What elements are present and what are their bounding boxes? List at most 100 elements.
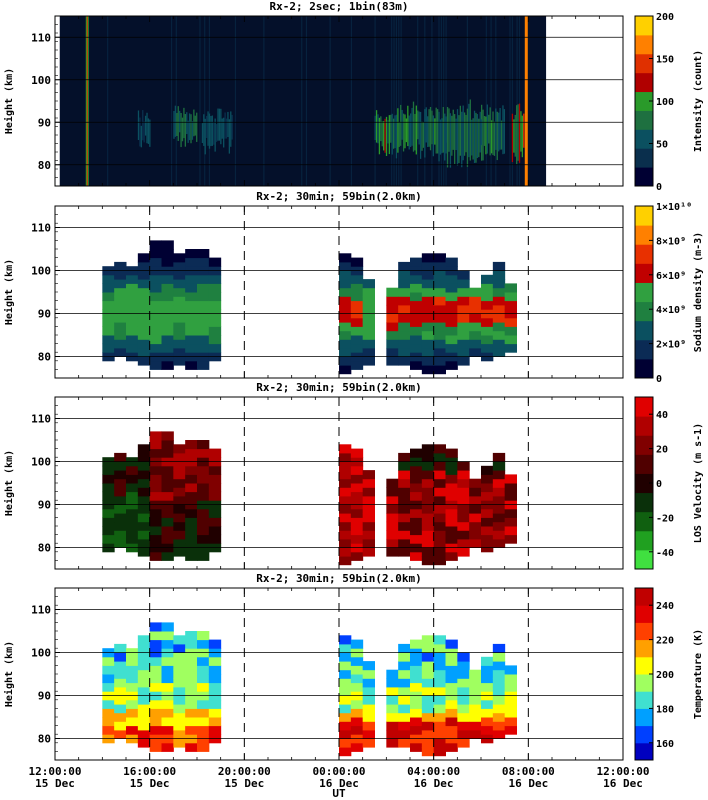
intensity-column [418, 111, 420, 145]
colorbar-swatch [635, 72, 653, 93]
heatmap-cell [102, 708, 115, 718]
heatmap-cell [149, 526, 162, 536]
colorbar-swatch [635, 511, 653, 532]
heatmap-cell [362, 686, 375, 696]
heatmap-cell [126, 665, 139, 675]
intensity-column [483, 116, 486, 146]
ytick-label: 80 [38, 351, 51, 364]
heatmap-cell [504, 343, 517, 353]
colorbar-swatch [635, 339, 653, 360]
heatmap-cell [398, 296, 411, 306]
heatmap-cell [457, 279, 470, 289]
heatmap-cell [481, 674, 494, 684]
colorbar-swatch [635, 282, 653, 303]
intensity-column [428, 109, 430, 147]
colorbar-tick-label: 8×10⁹ [656, 236, 686, 247]
heatmap-cell [492, 643, 506, 653]
heatmap-cell [185, 631, 198, 641]
heatmap-cell [185, 465, 198, 475]
heatmap-cell [410, 491, 423, 501]
heatmap-cell [445, 300, 458, 310]
heatmap-cell [197, 283, 210, 293]
heatmap-cell [398, 470, 411, 480]
heatmap-cell [481, 317, 494, 327]
heatmap-cell [410, 639, 423, 649]
heatmap-cell [398, 261, 411, 271]
heatmap-cell [386, 339, 399, 349]
heatmap-cell [185, 708, 198, 718]
heatmap-cell [504, 326, 517, 336]
heatmap-cell [469, 487, 482, 497]
heatmap-cell [173, 678, 186, 688]
heatmap-cell [445, 448, 458, 458]
heatmap-cell [149, 440, 162, 450]
intensity-column [429, 106, 432, 151]
heatmap-cell [445, 283, 458, 293]
heatmap-cell [469, 521, 482, 531]
heatmap-cell [492, 521, 506, 531]
intensity-column [221, 118, 223, 139]
ytick-label: 110 [31, 604, 51, 617]
heatmap-cell [114, 287, 127, 297]
heatmap-cell [410, 665, 423, 675]
colorbar-tick-label: 40 [656, 410, 668, 421]
heatmap-cell [386, 712, 399, 722]
intensity-column [434, 118, 436, 145]
colorbar-swatch [635, 244, 653, 264]
colorbar-swatch [635, 549, 653, 570]
heatmap-cell [445, 465, 458, 475]
heatmap-cell [350, 274, 364, 284]
colorbar-swatch [635, 742, 653, 761]
intensity-column [395, 114, 398, 159]
colorbar-swatch [635, 605, 653, 623]
heatmap-cell [173, 721, 186, 731]
heatmap-cell [185, 326, 198, 336]
intensity-streak [374, 16, 376, 186]
heatmap-cell [173, 643, 186, 653]
heatmap-cell [421, 296, 435, 306]
intensity-column [441, 118, 443, 154]
heatmap-cell [102, 508, 115, 518]
heatmap-cell [137, 738, 151, 748]
heatmap-cell [137, 678, 151, 688]
heatmap-cell [137, 287, 151, 297]
heatmap-cell [362, 330, 375, 340]
heatmap-cell [504, 474, 517, 484]
heatmap-cell [339, 339, 352, 349]
heatmap-cell [457, 296, 470, 306]
heatmap-cell [197, 526, 210, 536]
heatmap-cell [421, 261, 435, 271]
heatmap-cell [114, 643, 127, 653]
heatmap-cell [362, 678, 375, 688]
heatmap-cell [161, 622, 174, 632]
heatmap-cell [469, 339, 482, 349]
heatmap-cell [410, 656, 423, 666]
heatmap-cell [137, 547, 151, 557]
intensity-streak [395, 16, 397, 186]
heatmap-cell [398, 495, 411, 505]
intensity-column [183, 107, 185, 139]
heatmap-cell [185, 300, 198, 310]
intensity-column [414, 113, 416, 151]
heatmap-cell [398, 704, 411, 714]
heatmap-cell [350, 508, 364, 518]
panel-1-heatmap [55, 16, 623, 186]
heatmap-cell [433, 339, 446, 349]
heatmap-cell [114, 729, 127, 739]
heatmap-cell [173, 530, 186, 540]
heatmap-cell [185, 725, 198, 735]
heatmap-cell [469, 287, 482, 297]
heatmap-cell [161, 317, 174, 327]
colorbar-swatch [635, 263, 653, 283]
heatmap-cell [126, 682, 139, 692]
heatmap-cell [126, 674, 139, 684]
heatmap-cell [173, 547, 186, 557]
heatmap-cell [208, 534, 222, 544]
heatmap-cell [492, 261, 506, 271]
heatmap-cell [149, 622, 162, 632]
heatmap-cell [173, 452, 186, 462]
heatmap-cell [339, 304, 352, 314]
panel-1-colorbar: 0 50 100 150 200 Intensity (count) [634, 12, 704, 193]
heatmap-cell [102, 682, 115, 692]
heatmap-cell [149, 448, 162, 458]
